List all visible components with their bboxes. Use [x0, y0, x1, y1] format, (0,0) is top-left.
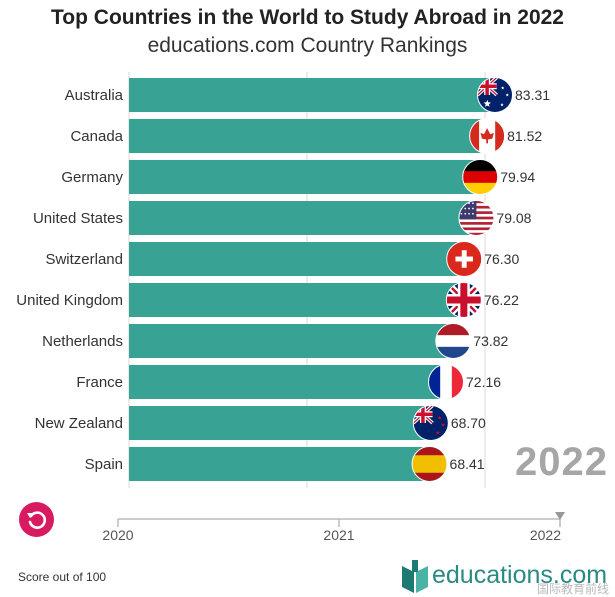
bar-netherlands: [129, 324, 454, 358]
canada-flag-icon: [469, 118, 506, 154]
value-label-new-zealand: 68.70: [451, 415, 486, 431]
switzerland-flag-icon: [446, 241, 483, 277]
bar-australia: [129, 78, 495, 112]
bar-germany: [129, 160, 481, 194]
australia-flag-icon: [477, 77, 513, 113]
bar-france: [129, 365, 447, 399]
category-label-new-zealand: New Zealand: [35, 415, 123, 432]
category-label-canada: Canada: [70, 128, 123, 145]
bar-canada: [129, 119, 488, 153]
bar-switzerland: [129, 242, 465, 276]
value-label-united-kingdom: 76.22: [484, 292, 519, 308]
category-label-united-kingdom: United Kingdom: [16, 292, 123, 309]
current-year-label: 2022: [515, 440, 608, 484]
replay-button[interactable]: [19, 502, 54, 537]
bar-chart: Australia 83.31 Canada 81.52 Germany 79.94 Uni…: [16, 72, 565, 543]
value-label-canada: 81.52: [507, 128, 542, 144]
value-label-switzerland: 76.30: [484, 251, 519, 267]
timeline-tick-label-2020: 2020: [102, 527, 133, 543]
category-label-switzerland: Switzerland: [45, 251, 123, 268]
book-logo-icon: [402, 560, 428, 593]
spain-flag-icon: [411, 446, 448, 482]
replay-icon: [27, 511, 46, 529]
category-label-france: France: [76, 374, 123, 391]
category-label-spain: Spain: [85, 456, 123, 473]
brand-name: educations.com: [432, 561, 608, 589]
bar-new-zealand: [129, 406, 431, 440]
category-label-united-states: United States: [33, 210, 123, 227]
netherlands-flag-icon: [435, 323, 472, 359]
value-label-united-states: 79.08: [496, 210, 531, 226]
timeline-tick-label-2021: 2021: [323, 527, 354, 543]
category-label-australia: Australia: [65, 87, 124, 104]
score-footnote: Score out of 100: [18, 570, 107, 584]
new-zealand-flag-icon: [412, 405, 449, 441]
value-label-germany: 79.94: [500, 169, 535, 185]
bar-spain: [129, 447, 430, 481]
france-flag-icon: [428, 364, 465, 400]
value-label-australia: 83.31: [515, 87, 550, 103]
watermark-text: 国际教育前线: [536, 582, 609, 596]
value-label-spain: 68.41: [450, 456, 485, 472]
usa-flag-icon: [458, 200, 495, 236]
bar-united-states: [129, 201, 477, 235]
bar-united-kingdom: [129, 283, 464, 317]
category-label-germany: Germany: [61, 169, 123, 186]
uk-flag-icon: [445, 282, 482, 318]
category-label-netherlands: Netherlands: [42, 333, 123, 350]
chart-subtitle: educations.com Country Rankings: [147, 34, 468, 57]
timeline-playhead[interactable]: [555, 512, 565, 520]
timeline-tick-label-2022: 2022: [530, 527, 561, 543]
value-label-netherlands: 73.82: [473, 333, 508, 349]
brand-logo: educations.com: [400, 560, 615, 597]
chart-title: Top Countries in the World to Study Abro…: [51, 6, 564, 29]
value-label-france: 72.16: [466, 374, 501, 390]
germany-flag-icon: [462, 159, 499, 195]
